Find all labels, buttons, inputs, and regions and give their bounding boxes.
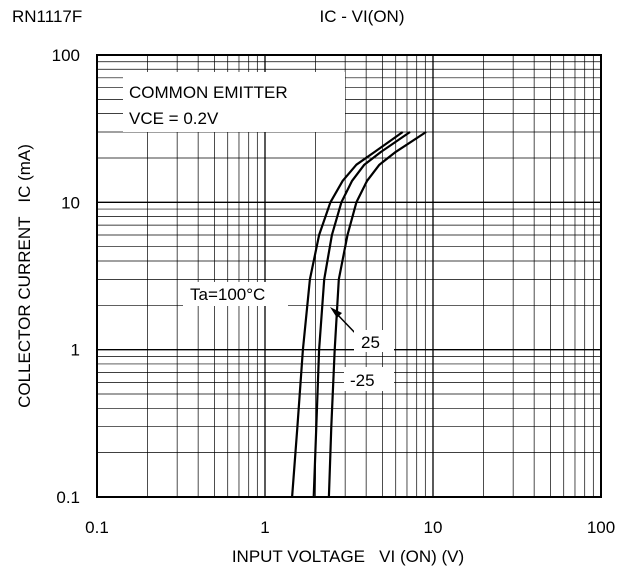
y-tick-label: 100: [52, 46, 80, 65]
x-tick-label: 10: [424, 518, 443, 537]
label-box-100: [183, 282, 288, 306]
x-tick-label: 0.1: [85, 518, 109, 537]
series-label-25: 25: [361, 333, 380, 352]
series-line-0: [291, 131, 404, 498]
series-label-minus25: -25: [350, 371, 375, 390]
condition-line-1: COMMON EMITTER: [129, 83, 288, 102]
y-tick-label: 0.1: [56, 488, 80, 507]
series-line-2: [327, 131, 427, 498]
chart-title: IC - VI(ON): [320, 7, 405, 26]
y-tick-label: 1: [71, 341, 80, 360]
label-box-25: [354, 330, 394, 352]
plot-frame: [96, 54, 602, 498]
x-tick-label: 1: [260, 518, 269, 537]
y-axis-label: COLLECTOR CURRENT IC (mA): [15, 144, 34, 408]
series-label-100: Ta=100°C: [190, 285, 265, 304]
part-number: RN1117F: [12, 7, 82, 26]
series-layer: [291, 131, 427, 498]
series-line-1: [312, 131, 411, 498]
arrow-head: [330, 307, 342, 318]
x-tick-label: 100: [587, 518, 615, 537]
condition-box: [123, 72, 345, 132]
x-axis-label: INPUT VOLTAGE VI (ON) (V): [232, 547, 464, 566]
label-box-minus25: [344, 367, 394, 391]
condition-line-2: VCE = 0.2V: [129, 109, 219, 128]
y-tick-label: 10: [61, 193, 80, 212]
tick-labels: 0.1 1 10 100 0.1 1 10 100: [52, 46, 616, 537]
